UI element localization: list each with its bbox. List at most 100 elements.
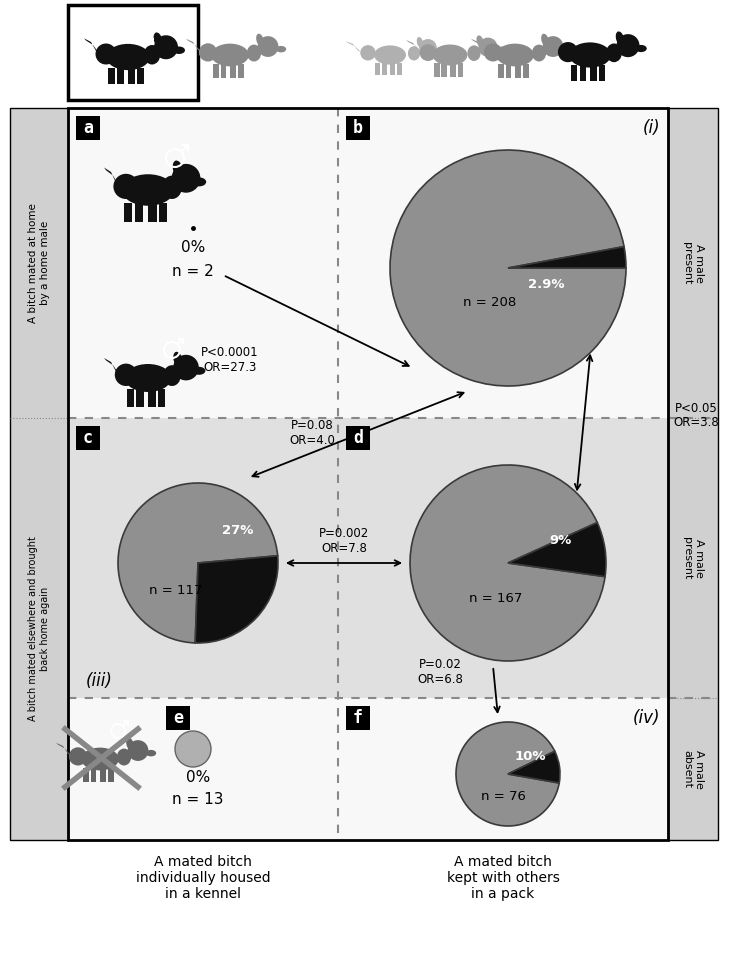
Ellipse shape	[476, 36, 484, 47]
Text: n = 13: n = 13	[172, 791, 224, 806]
Bar	[127, 389, 134, 407]
Ellipse shape	[256, 34, 264, 46]
Text: 0%: 0%	[181, 241, 205, 255]
PathPatch shape	[104, 167, 119, 185]
Ellipse shape	[69, 747, 87, 765]
Bar	[238, 64, 244, 79]
Bar	[68, 108, 668, 418]
Ellipse shape	[126, 737, 134, 751]
Ellipse shape	[144, 45, 160, 64]
Bar	[668, 108, 718, 840]
Ellipse shape	[541, 34, 549, 46]
Bar	[108, 768, 114, 782]
Ellipse shape	[199, 43, 217, 61]
Ellipse shape	[211, 43, 249, 66]
Bar	[397, 62, 401, 75]
Circle shape	[175, 731, 211, 767]
Bar	[90, 768, 96, 782]
Bar	[83, 768, 89, 782]
Text: b: b	[353, 119, 363, 137]
Ellipse shape	[113, 174, 139, 199]
Bar	[506, 64, 512, 79]
Text: (i): (i)	[642, 119, 660, 137]
Text: e: e	[173, 709, 183, 727]
Wedge shape	[118, 483, 277, 643]
PathPatch shape	[104, 358, 119, 374]
PathPatch shape	[406, 40, 421, 52]
Ellipse shape	[173, 351, 183, 368]
Ellipse shape	[484, 43, 502, 61]
Text: c: c	[83, 429, 93, 447]
Text: P<0.0001
OR=27.3: P<0.0001 OR=27.3	[201, 346, 259, 374]
Bar	[148, 389, 156, 407]
Text: A bitch mated elsewhere and brought
back home again: A bitch mated elsewhere and brought back…	[28, 537, 50, 721]
Circle shape	[479, 37, 498, 57]
Bar	[117, 67, 124, 84]
Text: 2.9%: 2.9%	[528, 277, 564, 291]
Wedge shape	[508, 522, 606, 577]
Circle shape	[128, 740, 148, 761]
Text: A male
absent: A male absent	[682, 750, 704, 788]
Ellipse shape	[81, 748, 119, 770]
Ellipse shape	[172, 160, 184, 179]
Ellipse shape	[95, 43, 117, 64]
Ellipse shape	[420, 44, 437, 61]
Text: (iii): (iii)	[86, 672, 113, 690]
Bar	[108, 67, 115, 84]
Text: d: d	[353, 429, 363, 447]
Bar	[137, 389, 144, 407]
Bar	[101, 768, 106, 782]
Ellipse shape	[561, 46, 571, 53]
Ellipse shape	[162, 176, 182, 199]
Bar	[68, 5, 198, 100]
Ellipse shape	[153, 33, 162, 47]
Bar	[523, 64, 529, 79]
Bar	[346, 706, 370, 730]
Ellipse shape	[163, 365, 181, 386]
Bar	[346, 426, 370, 450]
Ellipse shape	[468, 45, 481, 61]
Bar	[382, 62, 387, 75]
Circle shape	[617, 35, 639, 58]
Wedge shape	[410, 465, 605, 661]
Bar	[76, 116, 100, 140]
Bar	[137, 67, 144, 84]
Text: 10%: 10%	[515, 750, 546, 762]
PathPatch shape	[186, 38, 201, 52]
Wedge shape	[195, 556, 278, 643]
Bar	[166, 706, 190, 730]
Wedge shape	[508, 752, 560, 783]
Text: P=0.002
OR=7.8: P=0.002 OR=7.8	[319, 527, 369, 555]
PathPatch shape	[471, 38, 486, 52]
Ellipse shape	[432, 44, 468, 65]
Ellipse shape	[173, 46, 185, 54]
Text: (iv): (iv)	[633, 709, 660, 727]
Ellipse shape	[532, 44, 546, 61]
Ellipse shape	[117, 749, 131, 765]
Bar	[68, 698, 668, 840]
Bar	[158, 389, 165, 407]
PathPatch shape	[84, 38, 99, 53]
Bar	[590, 65, 597, 81]
Text: f: f	[353, 709, 363, 727]
Bar	[434, 63, 440, 77]
Text: 27%: 27%	[222, 524, 254, 538]
Text: 9%: 9%	[549, 535, 571, 547]
Ellipse shape	[106, 44, 150, 70]
Ellipse shape	[360, 45, 376, 60]
Bar	[124, 203, 132, 223]
Text: A mated bitch
kept with others
in a pack: A mated bitch kept with others in a pack	[446, 855, 559, 901]
Bar	[498, 64, 504, 79]
Text: A bitch mated at home
by a home male: A bitch mated at home by a home male	[28, 204, 50, 323]
Circle shape	[172, 164, 200, 193]
Text: A mated bitch
individually housed
in a kennel: A mated bitch individually housed in a k…	[136, 855, 270, 901]
Bar	[128, 67, 135, 84]
Ellipse shape	[374, 45, 406, 64]
Ellipse shape	[192, 178, 206, 186]
Ellipse shape	[146, 750, 156, 756]
Circle shape	[173, 355, 199, 380]
Text: n = 208: n = 208	[463, 297, 517, 309]
Bar	[221, 64, 226, 79]
Bar	[135, 203, 143, 223]
Ellipse shape	[437, 47, 446, 53]
